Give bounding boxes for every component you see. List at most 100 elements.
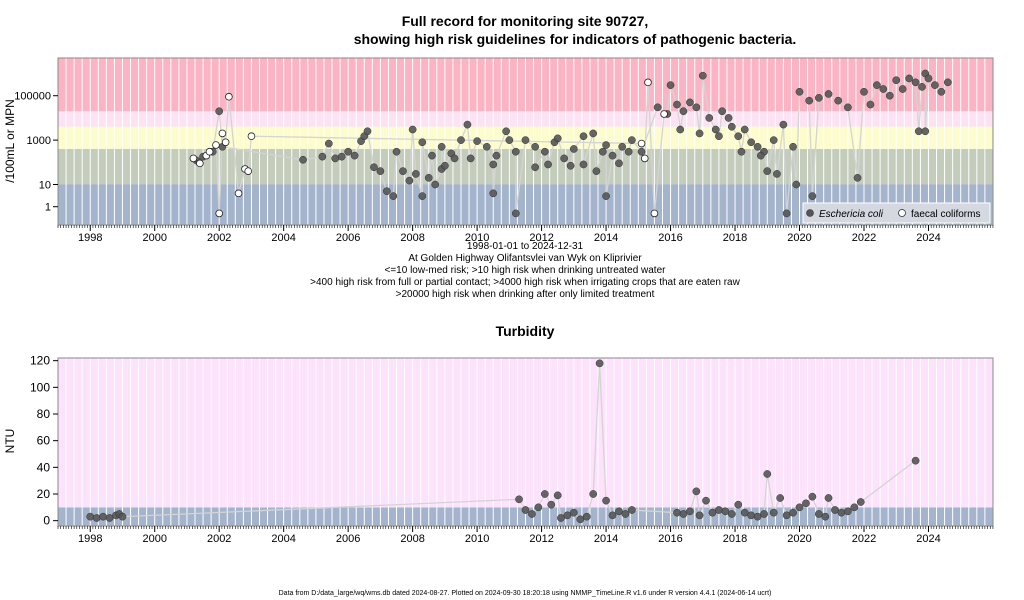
x-tick-label: 2004 [271,533,295,545]
ecoli-point [579,160,588,169]
legend-faecal-label: faecal coliforms [911,209,980,220]
turbidity-point [602,496,610,505]
turbidity-point [569,508,578,517]
turbidity-point [727,510,736,518]
turbidity-point [515,495,523,504]
ecoli-point [392,147,401,156]
turbidity-point [844,507,852,516]
ecoli-point [553,134,562,143]
ecoli-point [779,120,788,129]
ecoli-point [763,167,772,175]
turbidity-point [702,496,710,505]
ecoli-point [692,103,701,112]
faecal-point [247,132,256,141]
x-tick-label: 1998 [78,533,102,545]
ecoli-point [873,81,881,89]
y-tick-label: 40 [37,460,51,474]
x-tick-label: 2010 [465,533,489,545]
turbidity-y-ticks: 0 20 40 60 80 100 120 [30,354,58,528]
ecoli-point [608,151,617,160]
turbidity-point [534,503,543,512]
ecoli-point [653,103,662,112]
turbidity-point [815,510,823,518]
ecoli-point [337,152,346,161]
ecoli-point [399,167,407,175]
ecoli-point [466,154,475,163]
ecoli-point [505,136,514,144]
turbidity-point [540,490,549,498]
x-tick-label: 2008 [400,232,424,244]
ecoli-point [795,87,804,96]
x-tick-label: 2022 [852,533,876,545]
turbidity-point [563,511,572,520]
ecoli-point [769,136,778,144]
turbidity-point [528,510,536,518]
turbidity-connector-line [90,363,916,521]
turbidity-point [769,508,778,517]
ecoli-point [602,192,610,200]
ecoli-point [382,187,391,196]
ecoli-point [331,154,340,163]
turbidity-point [553,491,562,500]
ecoli-point [437,142,446,151]
ecoli-point [350,151,359,160]
faecal-point [650,209,659,218]
x-tick-label: 2014 [594,533,618,545]
ecoli-point [299,155,307,164]
faecal-point [225,92,233,101]
subtitle-risk3: >20000 high risk when drinking after onl… [396,289,655,300]
turbidity-point [589,490,598,498]
ecoli-point [698,71,707,80]
ecoli-point [418,138,427,147]
x-tick-label: 2016 [658,232,682,244]
turbidity-point [721,507,730,516]
ecoli-point [747,138,756,147]
chart-title-line2: showing high risk guidelines for indicat… [354,31,797,47]
ecoli-point [615,159,623,168]
ecoli-point [602,141,610,149]
turbidity-point [686,507,694,516]
ecoli-point [898,85,907,93]
ecoli-point [792,180,801,189]
ecoli-point [637,147,646,156]
ecoli-point [724,114,733,122]
x-tick-label: 2000 [142,533,166,545]
faecal-point [660,110,668,118]
ecoli-point [805,96,814,105]
ecoli-point [424,173,433,182]
turbidity-point [740,508,749,517]
x-tick-label: 2020 [787,232,811,244]
ecoli-point [363,127,372,136]
y-tick-label: 80 [37,407,51,421]
turbidity-point [734,500,743,509]
turbidity-point [615,507,623,516]
ecoli-point [389,192,398,200]
ecoli-point [756,151,765,160]
x-tick-label: 2024 [916,232,940,244]
ecoli-point [734,132,743,141]
ecoli-point [740,125,749,134]
x-tick-label: 2010 [465,232,489,244]
ecoli-point [686,98,694,107]
turbidity-point [708,508,717,517]
faecal-point [234,189,243,198]
turbidity-point [582,512,591,521]
ecoli-point [921,127,930,136]
y-tick-label: 1 [45,202,51,214]
ecoli-point [215,107,224,116]
ecoli-point [318,152,327,161]
ecoli-point [560,154,569,163]
x-tick-label: 2012 [529,232,553,244]
ecoli-point [463,120,472,129]
faecal-point [196,159,204,168]
ecoli-point [705,114,714,122]
x-tick-label: 2002 [207,533,231,545]
ecoli-point [482,142,491,151]
turbidity-point [831,506,839,514]
ecoli-point [569,145,578,153]
faecal-point [644,78,652,87]
faecal-point [640,154,649,163]
turbidity-point [802,499,810,508]
turbidity-point [547,500,556,509]
